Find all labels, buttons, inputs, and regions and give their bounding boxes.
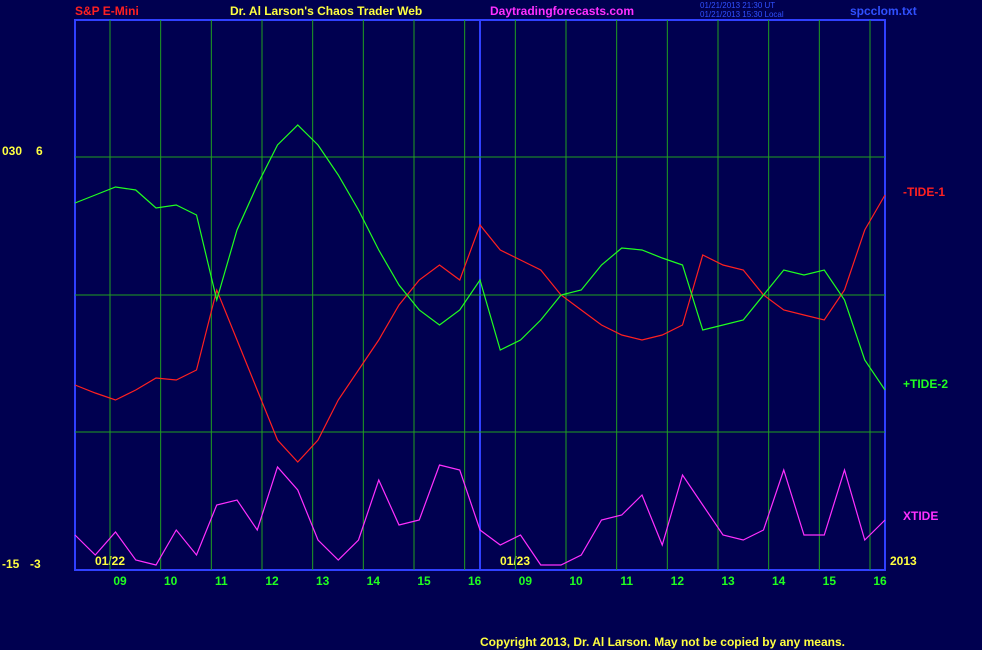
instrument: S&P E-Mini [75, 4, 139, 18]
x-tick-label: 13 [316, 574, 330, 588]
legend-label: +TIDE-2 [903, 377, 948, 391]
x-tick-label: 12 [671, 574, 685, 588]
x-tick-label: 15 [823, 574, 837, 588]
series-line [74, 194, 886, 463]
x-tick-label: 11 [215, 574, 228, 588]
x-tick-label: 13 [721, 574, 735, 588]
chart-title: Dr. Al Larson's Chaos Trader Web [230, 4, 422, 18]
series-line [74, 124, 886, 391]
series-line [74, 464, 886, 566]
x-tick-label: 11 [620, 574, 633, 588]
x-tick-label: 15 [417, 574, 431, 588]
x-tick-label: 10 [164, 574, 178, 588]
x-tick-label: 12 [265, 574, 279, 588]
timestamp: 01/21/2013 15:30 Local [700, 10, 784, 19]
axis-label: -3 [30, 557, 41, 571]
axis-label: 6 [36, 144, 43, 158]
x-tick-label: 14 [772, 574, 786, 588]
x-tick-label: 09 [113, 574, 127, 588]
site: Daytradingforecasts.com [490, 4, 634, 18]
x-tick-label: 10 [569, 574, 583, 588]
legend-label: -TIDE-1 [903, 185, 945, 199]
legend-label: XTIDE [903, 509, 938, 523]
file-name: spcclom.txt [850, 4, 917, 18]
x-tick-label: 16 [873, 574, 887, 588]
axis-label: -15 [2, 557, 20, 571]
date-label: 2013 [890, 554, 917, 568]
timestamp: 01/21/2013 21:30 UT [700, 1, 775, 10]
x-tick-label: 14 [367, 574, 381, 588]
axis-label: 030 [2, 144, 22, 158]
x-tick-label: 09 [519, 574, 533, 588]
x-tick-label: 16 [468, 574, 482, 588]
copyright: Copyright 2013, Dr. Al Larson. May not b… [480, 635, 845, 649]
